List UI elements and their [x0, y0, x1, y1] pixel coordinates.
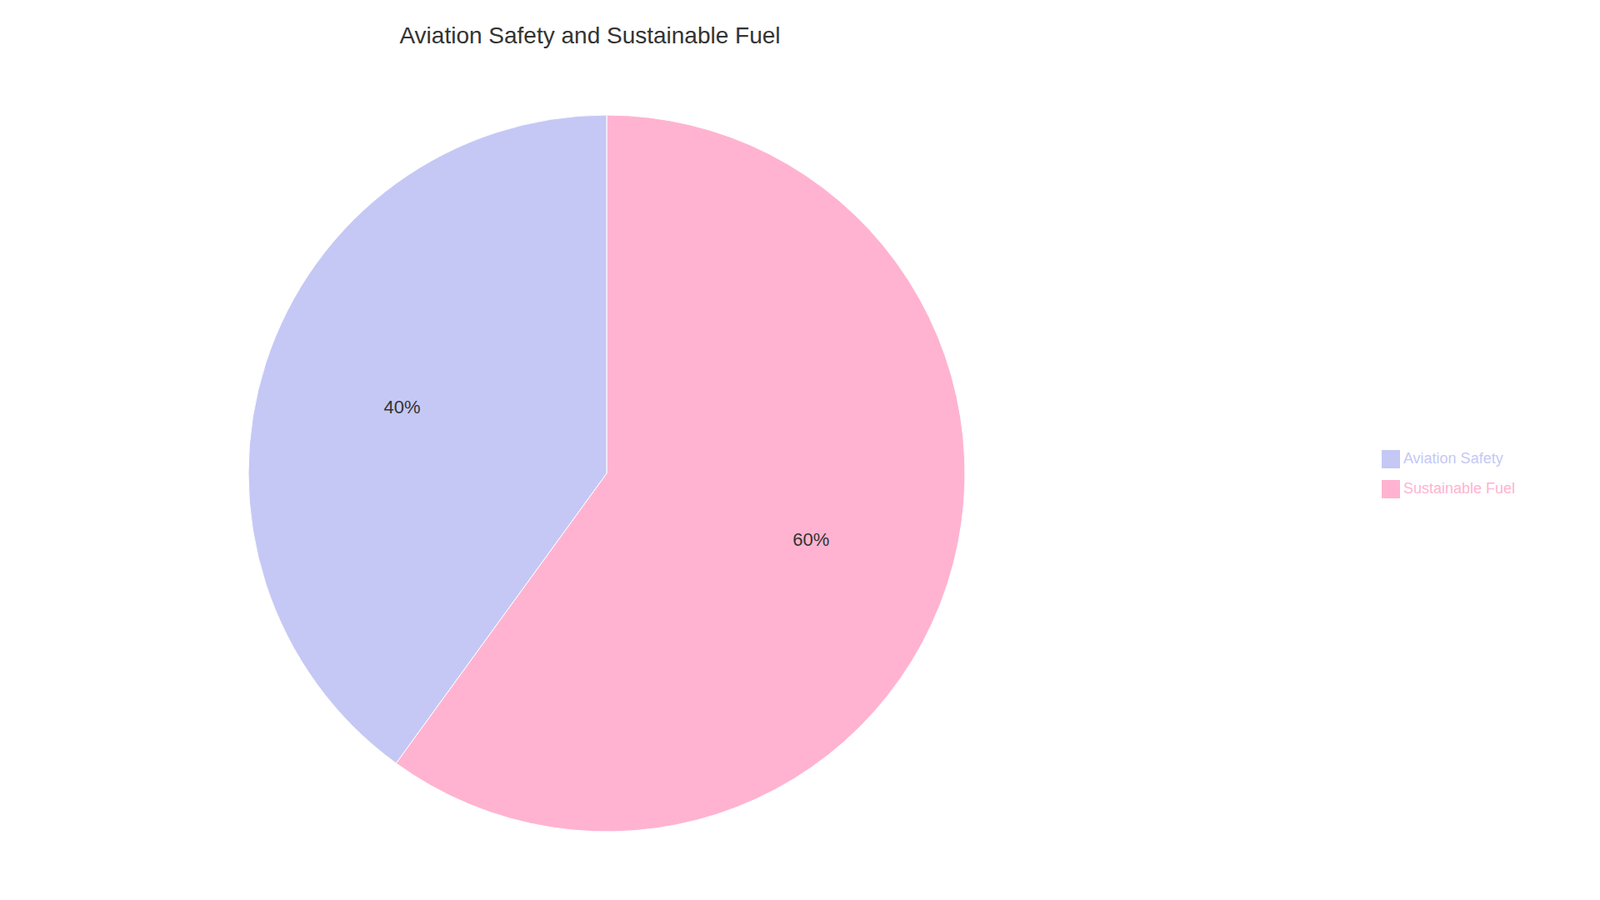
html-text:Aviation Safety: Aviation Safety: [1403, 450, 1504, 467]
svg-text:60%: 60%: [792, 529, 830, 550]
html-text:Sustainable Fuel: Sustainable Fuel: [1403, 480, 1515, 497]
svg-text:40%: 40%: [384, 396, 421, 418]
html-text:Aviation Safety and Sustainabl: Aviation Safety and Sustainable Fuel: [399, 22, 781, 49]
